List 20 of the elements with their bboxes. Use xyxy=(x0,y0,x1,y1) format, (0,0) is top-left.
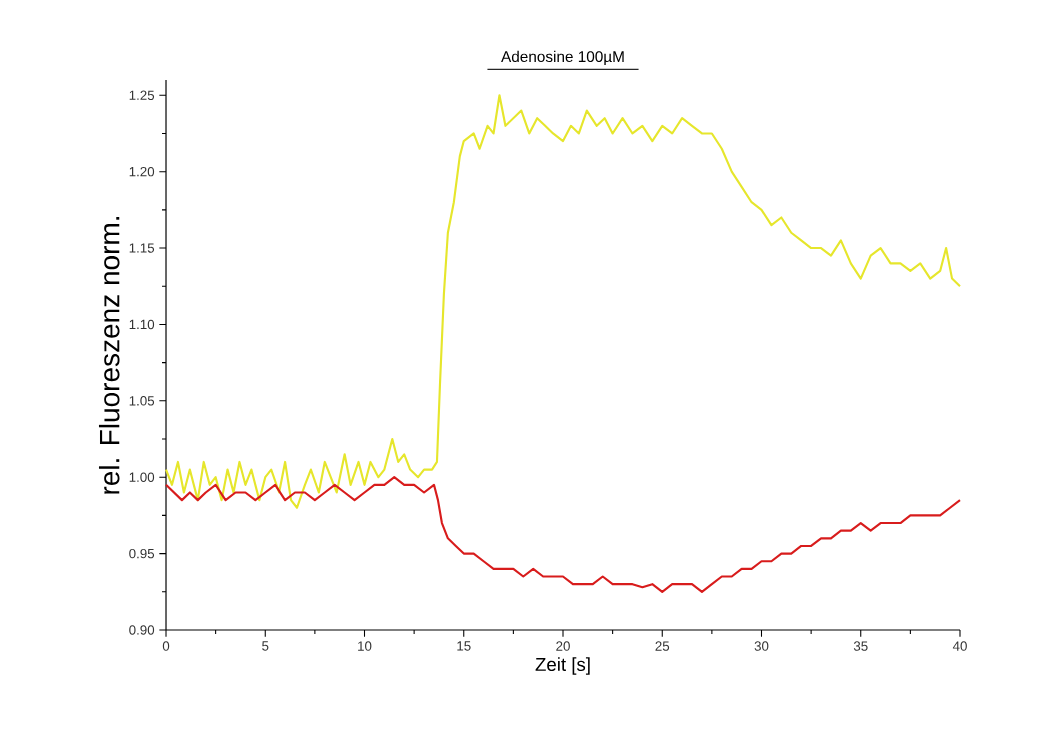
y-tick-label: 1.20 xyxy=(129,166,155,177)
x-tick-label: 20 xyxy=(556,641,570,651)
text: Adenosine 100µM xyxy=(501,50,624,66)
y-tick-label: 0.95 xyxy=(129,548,155,559)
x-axis-title: Zeit [s] xyxy=(535,657,590,675)
y-tick-label: 1.10 xyxy=(129,319,155,330)
x-tick-label: 5 xyxy=(262,641,269,651)
y-tick-label: 1.25 xyxy=(129,90,155,100)
y-tick-label: 1.15 xyxy=(129,243,155,253)
x-tick-label: 0 xyxy=(162,641,170,651)
y-axis-title: rel. Fluoreszenz norm. xyxy=(98,217,120,494)
x-tick-label: 30 xyxy=(754,641,769,651)
y-tick-label: 0.90 xyxy=(129,625,155,635)
x-tick-label: 40 xyxy=(952,641,967,651)
y-tick-label: 1.00 xyxy=(129,472,155,482)
x-tick-label: 25 xyxy=(655,641,670,651)
x-tick-label: 35 xyxy=(853,641,868,651)
y-tick-label: 1.05 xyxy=(129,396,155,406)
x-tick-label: 10 xyxy=(358,641,372,651)
x-tick-label: 15 xyxy=(457,641,471,651)
